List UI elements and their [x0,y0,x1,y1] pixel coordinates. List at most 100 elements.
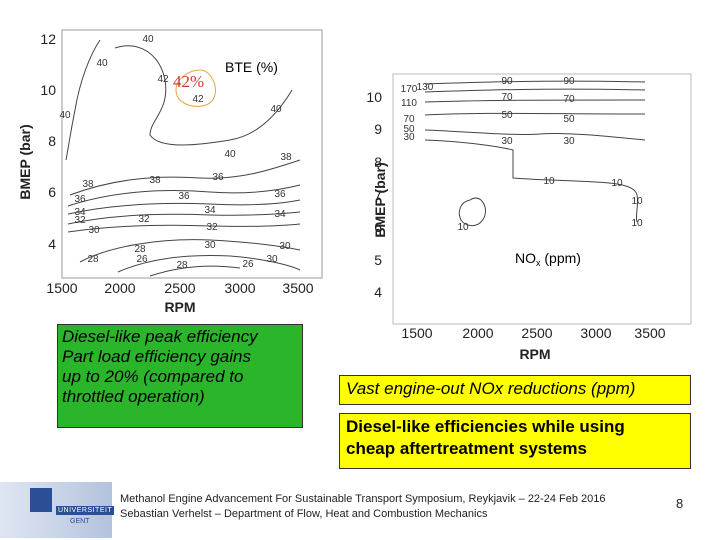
nox-plot-label: NOx (ppm) [515,250,581,268]
x-tick-label: 3000 [224,280,255,296]
bte-x-axis-label: RPM [164,299,195,315]
x-tick-label: 2000 [462,325,493,341]
contour-label: 10 [611,178,623,189]
y-tick-label: 6 [374,219,382,235]
yellow-box-line: Diesel-like efficiencies while using [346,417,625,436]
y-tick-label: 6 [48,184,56,200]
contour-label: 28 [87,254,99,265]
contour-line [424,88,646,93]
contour-line [424,139,639,223]
contour-label: 34 [274,209,286,220]
bte-y-ticks: 12 10 8 6 4 [40,31,56,252]
contour-label: 34 [74,207,86,218]
contour-label: 40 [224,149,236,160]
contour-label: 30 [266,254,278,265]
green-box-line: Part load efficiency gains [62,347,251,366]
contour-label: 36 [212,172,224,183]
logo-emblem [30,488,52,512]
contour-line [114,45,293,146]
nox-reduction-text: Vast engine-out NOx reductions (ppm) [346,379,636,398]
contour-line [67,211,301,225]
x-tick-label: 1500 [401,325,432,341]
contour-label: 32 [138,214,150,225]
contour-label: 130 [417,82,434,93]
contour-label: 40 [96,58,108,69]
contour-label: 40 [270,104,282,115]
contour-line [424,129,646,141]
bte-peak-label: 42% [173,72,204,91]
y-tick-label: 10 [366,89,382,105]
contour-label: 40 [142,34,154,45]
contour-label: 36 [178,191,190,202]
contour-label: 42 [157,74,169,85]
contour-label: 90 [563,76,575,87]
y-tick-label: 12 [40,31,56,47]
nox-x-ticks: 1500 2000 2500 3000 3500 [401,325,665,341]
y-tick-label: 4 [48,236,56,252]
contour-label: 10 [631,218,643,229]
green-box-line: Diesel-like peak efficiency [62,327,258,346]
contour-label: 90 [501,76,513,87]
x-tick-label: 3500 [282,280,313,296]
x-tick-label: 2500 [164,280,195,296]
contour-label: 26 [242,259,254,270]
bte-x-ticks: 1500 2000 2500 3000 3500 [46,280,313,296]
contour-label: 50 [501,110,513,121]
footer-text: Methanol Engine Advancement For Sustaina… [120,492,680,522]
contour-label: 42 [192,94,204,105]
x-tick-label: 3500 [634,325,665,341]
contour-label: 50 [403,124,415,135]
contour-line [67,223,301,233]
y-tick-label: 5 [374,252,382,268]
contour-label: 38 [280,152,292,163]
nox-y-axis-label: BMEP (bar) [372,162,388,237]
x-tick-label: 3000 [580,325,611,341]
y-tick-label: 8 [48,133,56,149]
contour-label: 28 [134,244,146,255]
contour-label: 34 [204,205,216,216]
peak-contour [175,69,216,107]
contour-line [69,159,301,196]
contour-line [79,239,301,263]
logo-text-2: GENT [70,518,90,525]
nox-y-ticks: 10 9 8 7 6 5 4 [366,89,382,300]
contour-line [458,197,486,227]
logo-text-1: UNIVERSITEIT [56,506,115,515]
y-tick-label: 9 [374,121,382,137]
contour-label: 30 [403,132,415,143]
contour-label: 10 [631,196,643,207]
contour-label: 70 [403,114,415,125]
contour-label: 110 [401,98,417,109]
contour-line [149,265,241,277]
y-tick-label: 4 [374,284,382,300]
x-tick-label: 2500 [521,325,552,341]
y-tick-label: 7 [374,187,382,203]
contour-label: 38 [82,179,94,190]
contour-label: 40 [59,110,71,121]
contour-label: 30 [279,241,291,252]
bte-plot-label: BTE (%) [225,59,278,75]
contour-label: 30 [204,240,216,251]
nox-contour-plot: 170 130 110 70 50 30 90 70 50 30 90 70 50 30 10 10 10 10 1… [365,70,705,365]
y-tick-label: 10 [40,82,56,98]
contour-label: 10 [543,176,555,187]
contour-line [424,112,646,116]
contour-label: 30 [563,136,575,147]
x-tick-label: 1500 [46,280,77,296]
green-box-line: up to 20% (compared to [62,367,244,386]
contour-label: 10 [457,222,469,233]
nox-x-axis-label: RPM [519,346,550,362]
aftertreatment-box: Diesel-like efficiencies while using che… [339,413,691,469]
contour-label: 70 [501,92,513,103]
contour-line [117,255,301,273]
bte-contour-plot: 40 40 42 42 40 40 40 38 38 38 36 36 36 36 34 34 34 32 32 32… [0,0,330,320]
contour-label: 26 [136,254,148,265]
contour-label: 50 [563,114,575,125]
contour-label: 30 [501,136,513,147]
footer-line-1: Methanol Engine Advancement For Sustaina… [120,493,606,505]
yellow-box-line: cheap aftertreatment systems [346,439,587,458]
contour-line [67,199,301,215]
